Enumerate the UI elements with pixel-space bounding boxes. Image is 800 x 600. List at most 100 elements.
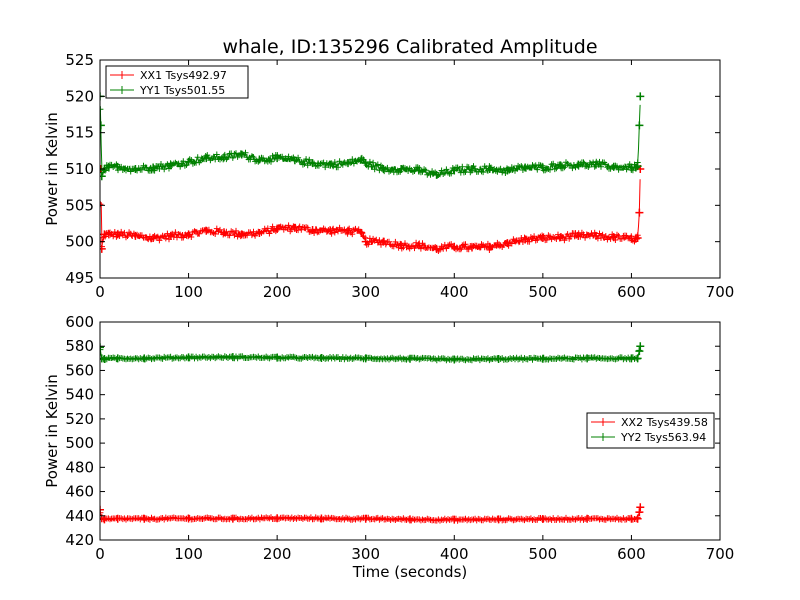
data-point [635, 347, 644, 356]
y-axis-label: Power in Kelvin [43, 374, 61, 488]
data-point [184, 514, 193, 523]
y-tick-label: 540 [65, 386, 94, 404]
data-point [633, 354, 642, 363]
y-tick-label: 580 [65, 337, 94, 355]
top-panel: 0 100 200 300 400 500 600 700 495 500 505 510 515 520… [43, 51, 734, 301]
data-point [100, 244, 106, 253]
data-point [635, 121, 644, 130]
chart-title: whale, ID:135296 Calibrated Amplitude [222, 36, 597, 58]
data-point [228, 353, 237, 362]
data-point [503, 239, 512, 248]
data-point [290, 156, 299, 165]
x-tick-label: 400 [440, 545, 469, 563]
data-point [432, 244, 441, 253]
data-point [104, 230, 113, 239]
data-point [592, 160, 600, 169]
data-point [450, 242, 459, 251]
data-point [202, 154, 211, 163]
data-point [308, 159, 317, 168]
series-yy-line [100, 342, 645, 364]
data-point [290, 223, 299, 232]
data-point [450, 166, 459, 175]
data-point [113, 230, 122, 239]
y-tick-label: 440 [65, 507, 94, 525]
data-point [583, 514, 592, 523]
data-point [414, 241, 423, 250]
data-point [149, 234, 158, 243]
data-point [113, 354, 122, 363]
data-point [609, 162, 618, 171]
x-tick-label: 300 [351, 545, 380, 563]
data-point [100, 505, 104, 514]
data-point [166, 231, 175, 240]
x-tick-label: 600 [617, 545, 646, 563]
data-point [494, 515, 503, 524]
legend: XX1 Tsys492.97 YY1 Tsys501.55 [105, 65, 249, 99]
series-xx-line [100, 503, 645, 524]
data-point [635, 508, 644, 517]
data-point [140, 354, 149, 363]
series-xx-line [100, 165, 645, 254]
data-point [406, 515, 414, 524]
data-point [556, 233, 565, 242]
y-tick-label: 560 [65, 361, 94, 379]
data-point [636, 342, 645, 351]
data-point [468, 243, 476, 252]
data-point [592, 231, 600, 240]
y-tick-label: 520 [65, 410, 94, 428]
data-point [149, 163, 158, 172]
data-point [538, 234, 547, 243]
y-tick-label: 460 [65, 483, 94, 501]
data-point [357, 155, 366, 164]
data-point [631, 163, 640, 172]
data-point [308, 226, 317, 235]
data-point [273, 514, 282, 523]
data-point [273, 353, 282, 362]
data-point [184, 230, 193, 239]
legend-entry: XX2 Tsys439.58 [591, 416, 708, 429]
data-point [166, 161, 175, 170]
data-point [326, 160, 335, 169]
data-point [503, 166, 512, 175]
data-point [379, 237, 388, 246]
x-tick-label: 500 [529, 283, 558, 301]
data-point [609, 233, 618, 242]
data-point [140, 514, 149, 523]
y-tick-label: 600 [65, 313, 94, 331]
data-point [131, 165, 140, 173]
data-point [414, 166, 423, 175]
x-axis-label: Time (seconds) [352, 563, 468, 581]
series-yy-line [100, 92, 645, 181]
data-point [636, 92, 645, 101]
data-point [237, 150, 246, 159]
data-point [397, 165, 406, 173]
data-point [357, 228, 366, 237]
data-point [432, 170, 441, 179]
data-point [538, 354, 547, 363]
data-point [361, 514, 370, 523]
legend-entry: XX1 Tsys492.97 [110, 69, 227, 82]
data-point [485, 242, 494, 251]
y-tick-label: 520 [65, 87, 94, 105]
data-point [361, 237, 370, 246]
data-point [100, 343, 104, 352]
data-point [450, 515, 459, 524]
data-point [494, 354, 503, 363]
data-point [220, 228, 228, 237]
x-tick-label: 100 [174, 545, 203, 563]
y-tick-label: 510 [65, 160, 94, 178]
svg-text:XX1 Tsys492.97: XX1 Tsys492.97 [140, 69, 227, 82]
data-point [406, 354, 414, 363]
x-tick-label: 500 [529, 545, 558, 563]
y-tick-label: 495 [65, 269, 94, 287]
data-point [521, 235, 530, 244]
x-tick-label: 700 [706, 283, 735, 301]
x-tick-label: 100 [174, 283, 203, 301]
data-point [228, 514, 237, 523]
data-point [361, 159, 370, 168]
data-point [317, 514, 326, 523]
data-point [104, 163, 113, 172]
data-point [633, 514, 642, 523]
x-tick-label: 0 [95, 283, 105, 301]
